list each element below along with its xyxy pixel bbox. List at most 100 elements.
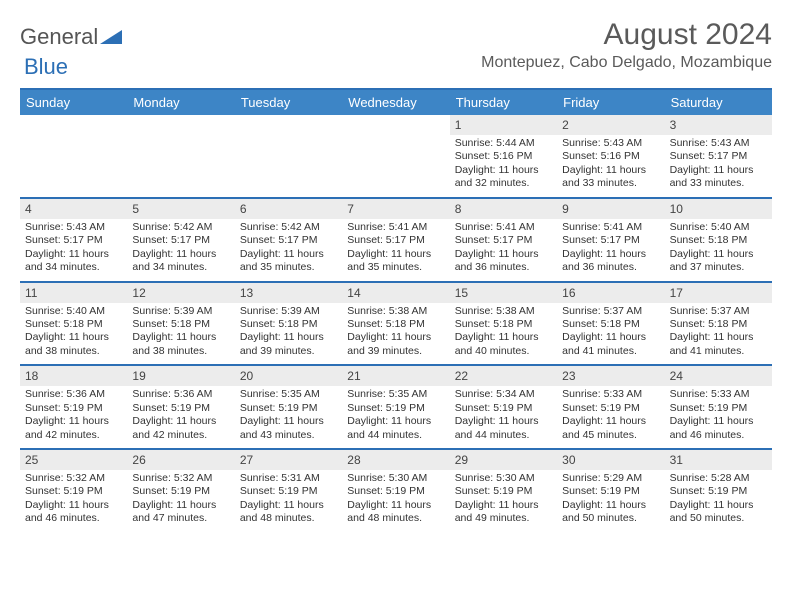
sunset-text: Sunset: 5:18 PM <box>455 318 552 331</box>
daylight-text: Daylight: 11 hours and 34 minutes. <box>25 248 122 275</box>
day-cell <box>127 115 234 197</box>
day-info: Sunrise: 5:41 AMSunset: 5:17 PMDaylight:… <box>342 219 449 281</box>
day-cell: 30Sunrise: 5:29 AMSunset: 5:19 PMDayligh… <box>557 450 664 532</box>
daylight-text: Daylight: 11 hours and 33 minutes. <box>562 164 659 191</box>
day-number: 5 <box>127 199 234 219</box>
day-cell: 13Sunrise: 5:39 AMSunset: 5:18 PMDayligh… <box>235 283 342 365</box>
day-cell: 20Sunrise: 5:35 AMSunset: 5:19 PMDayligh… <box>235 366 342 448</box>
day-info: Sunrise: 5:40 AMSunset: 5:18 PMDaylight:… <box>20 303 127 365</box>
day-info: Sunrise: 5:32 AMSunset: 5:19 PMDaylight:… <box>127 470 234 532</box>
day-info: Sunrise: 5:37 AMSunset: 5:18 PMDaylight:… <box>557 303 664 365</box>
sunrise-text: Sunrise: 5:42 AM <box>240 221 337 234</box>
daylight-text: Daylight: 11 hours and 38 minutes. <box>132 331 229 358</box>
daylight-text: Daylight: 11 hours and 39 minutes. <box>347 331 444 358</box>
day-number: 22 <box>450 366 557 386</box>
daylight-text: Daylight: 11 hours and 50 minutes. <box>670 499 767 526</box>
day-cell: 24Sunrise: 5:33 AMSunset: 5:19 PMDayligh… <box>665 366 772 448</box>
sunset-text: Sunset: 5:19 PM <box>455 402 552 415</box>
location-subtitle: Montepuez, Cabo Delgado, Mozambique <box>481 54 772 72</box>
day-info: Sunrise: 5:39 AMSunset: 5:18 PMDaylight:… <box>235 303 342 365</box>
day-cell: 6Sunrise: 5:42 AMSunset: 5:17 PMDaylight… <box>235 199 342 281</box>
daylight-text: Daylight: 11 hours and 32 minutes. <box>455 164 552 191</box>
day-number: 25 <box>20 450 127 470</box>
day-info: Sunrise: 5:38 AMSunset: 5:18 PMDaylight:… <box>450 303 557 365</box>
day-info: Sunrise: 5:35 AMSunset: 5:19 PMDaylight:… <box>342 386 449 448</box>
day-cell: 16Sunrise: 5:37 AMSunset: 5:18 PMDayligh… <box>557 283 664 365</box>
sunset-text: Sunset: 5:17 PM <box>132 234 229 247</box>
sunset-text: Sunset: 5:18 PM <box>670 318 767 331</box>
sunrise-text: Sunrise: 5:35 AM <box>347 388 444 401</box>
sunrise-text: Sunrise: 5:37 AM <box>562 305 659 318</box>
day-cell: 21Sunrise: 5:35 AMSunset: 5:19 PMDayligh… <box>342 366 449 448</box>
day-number: 2 <box>557 115 664 135</box>
day-header-friday: Friday <box>557 90 664 115</box>
day-info <box>235 121 342 177</box>
day-cell <box>20 115 127 197</box>
week-row: 1Sunrise: 5:44 AMSunset: 5:16 PMDaylight… <box>20 115 772 199</box>
day-number: 15 <box>450 283 557 303</box>
sunrise-text: Sunrise: 5:44 AM <box>455 137 552 150</box>
day-number: 6 <box>235 199 342 219</box>
sunset-text: Sunset: 5:19 PM <box>347 485 444 498</box>
day-number: 4 <box>20 199 127 219</box>
daylight-text: Daylight: 11 hours and 38 minutes. <box>25 331 122 358</box>
day-info: Sunrise: 5:36 AMSunset: 5:19 PMDaylight:… <box>20 386 127 448</box>
day-info: Sunrise: 5:33 AMSunset: 5:19 PMDaylight:… <box>665 386 772 448</box>
day-number: 20 <box>235 366 342 386</box>
day-number: 27 <box>235 450 342 470</box>
sunset-text: Sunset: 5:19 PM <box>347 402 444 415</box>
sunrise-text: Sunrise: 5:31 AM <box>240 472 337 485</box>
sunrise-text: Sunrise: 5:43 AM <box>25 221 122 234</box>
day-cell: 31Sunrise: 5:28 AMSunset: 5:19 PMDayligh… <box>665 450 772 532</box>
day-info: Sunrise: 5:43 AMSunset: 5:16 PMDaylight:… <box>557 135 664 197</box>
day-number: 3 <box>665 115 772 135</box>
day-number: 7 <box>342 199 449 219</box>
day-number: 18 <box>20 366 127 386</box>
day-cell <box>342 115 449 197</box>
month-title: August 2024 <box>481 18 772 52</box>
sunset-text: Sunset: 5:16 PM <box>455 150 552 163</box>
sunset-text: Sunset: 5:19 PM <box>562 485 659 498</box>
day-info: Sunrise: 5:30 AMSunset: 5:19 PMDaylight:… <box>342 470 449 532</box>
sunset-text: Sunset: 5:19 PM <box>132 402 229 415</box>
sunrise-text: Sunrise: 5:41 AM <box>455 221 552 234</box>
daylight-text: Daylight: 11 hours and 43 minutes. <box>240 415 337 442</box>
day-info: Sunrise: 5:41 AMSunset: 5:17 PMDaylight:… <box>557 219 664 281</box>
sunrise-text: Sunrise: 5:33 AM <box>562 388 659 401</box>
day-cell: 28Sunrise: 5:30 AMSunset: 5:19 PMDayligh… <box>342 450 449 532</box>
day-cell: 22Sunrise: 5:34 AMSunset: 5:19 PMDayligh… <box>450 366 557 448</box>
daylight-text: Daylight: 11 hours and 35 minutes. <box>240 248 337 275</box>
day-info: Sunrise: 5:36 AMSunset: 5:19 PMDaylight:… <box>127 386 234 448</box>
day-number: 1 <box>450 115 557 135</box>
sunrise-text: Sunrise: 5:43 AM <box>670 137 767 150</box>
day-cell: 1 Sunrise: 5:44 AMSunset: 5:16 PMDaylight… <box>450 115 557 197</box>
sunset-text: Sunset: 5:19 PM <box>25 485 122 498</box>
day-info <box>20 121 127 177</box>
day-number: 31 <box>665 450 772 470</box>
day-info: Sunrise: 5:39 AMSunset: 5:18 PMDaylight:… <box>127 303 234 365</box>
sunrise-text: Sunrise: 5:41 AM <box>347 221 444 234</box>
sunrise-text: Sunrise: 5:37 AM <box>670 305 767 318</box>
day-number: 19 <box>127 366 234 386</box>
daylight-text: Daylight: 11 hours and 48 minutes. <box>240 499 337 526</box>
sunrise-text: Sunrise: 5:32 AM <box>132 472 229 485</box>
day-number: 26 <box>127 450 234 470</box>
day-header-wednesday: Wednesday <box>342 90 449 115</box>
weeks-container: 1Sunrise: 5:44 AMSunset: 5:16 PMDaylight… <box>20 115 772 532</box>
day-number: 13 <box>235 283 342 303</box>
sunset-text: Sunset: 5:17 PM <box>25 234 122 247</box>
day-info: Sunrise: 5:35 AMSunset: 5:19 PMDaylight:… <box>235 386 342 448</box>
day-info: Sunrise: 5:29 AMSunset: 5:19 PMDaylight:… <box>557 470 664 532</box>
day-cell: 3Sunrise: 5:43 AMSunset: 5:17 PMDaylight… <box>665 115 772 197</box>
daylight-text: Daylight: 11 hours and 33 minutes. <box>670 164 767 191</box>
day-cell: 10Sunrise: 5:40 AMSunset: 5:18 PMDayligh… <box>665 199 772 281</box>
day-cell: 9Sunrise: 5:41 AMSunset: 5:17 PMDaylight… <box>557 199 664 281</box>
day-number: 9 <box>557 199 664 219</box>
daylight-text: Daylight: 11 hours and 42 minutes. <box>132 415 229 442</box>
day-info: Sunrise: 5:31 AMSunset: 5:19 PMDaylight:… <box>235 470 342 532</box>
day-info: Sunrise: 5:43 AMSunset: 5:17 PMDaylight:… <box>20 219 127 281</box>
calendar: Sunday Monday Tuesday Wednesday Thursday… <box>20 88 772 532</box>
day-header-monday: Monday <box>127 90 234 115</box>
daylight-text: Daylight: 11 hours and 37 minutes. <box>670 248 767 275</box>
sunset-text: Sunset: 5:16 PM <box>562 150 659 163</box>
